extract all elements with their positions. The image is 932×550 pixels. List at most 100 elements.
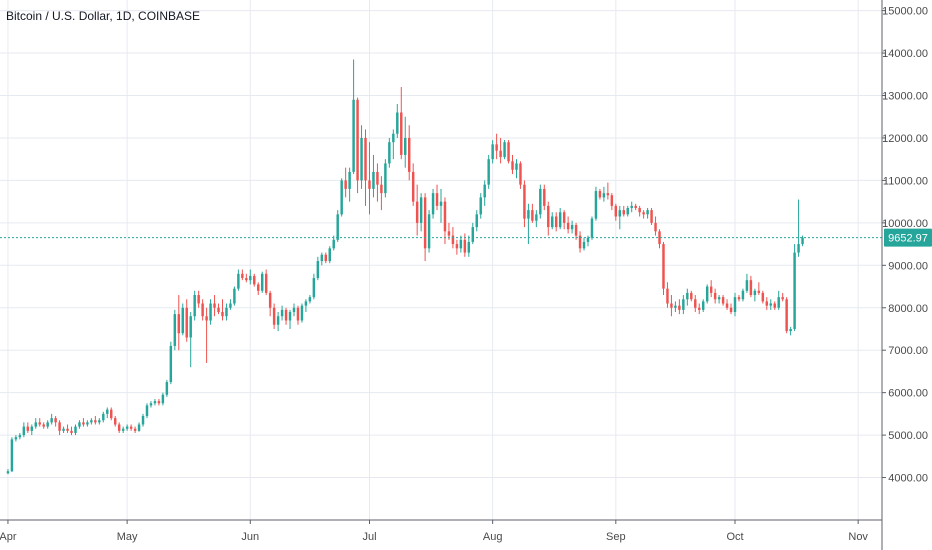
last-price-tag: 9652.97: [884, 228, 932, 247]
candle-body: [562, 212, 566, 223]
candle-body: [272, 307, 276, 325]
candle-body: [614, 205, 618, 217]
candle-up: [503, 140, 506, 160]
candle-body: [745, 280, 749, 291]
candle-body: [6, 471, 10, 474]
price-axis[interactable]: 4000.00 5000.00 6000.00 7000.00 8000.00 9000.…: [881, 0, 932, 550]
candle-body: [78, 422, 81, 427]
candle-body: [618, 210, 622, 217]
candle-up: [646, 208, 649, 219]
candle-up: [237, 269, 240, 291]
candle-up: [300, 303, 304, 323]
candle-body: [332, 239, 335, 249]
candle-body: [304, 301, 308, 306]
candle-body: [388, 142, 391, 164]
candle-up: [304, 299, 308, 312]
candle-up: [229, 299, 232, 310]
candle-down: [658, 229, 661, 249]
candle-body: [260, 273, 264, 291]
candle-down: [205, 307, 208, 363]
candle-body: [344, 180, 347, 189]
candle-body: [90, 420, 93, 423]
candle-body: [519, 163, 522, 185]
candle-up: [431, 188, 435, 219]
candle-body: [38, 422, 41, 425]
candle-body: [177, 314, 181, 334]
candle-down: [678, 299, 681, 315]
candle-up: [467, 235, 471, 257]
x-tick-label: May: [117, 531, 138, 543]
candle-up: [618, 205, 622, 230]
candle-body: [701, 301, 705, 310]
candle-down: [511, 154, 514, 175]
candle-body: [129, 426, 133, 429]
candle-down: [642, 210, 645, 219]
candle-down: [761, 290, 765, 304]
candle-body: [535, 214, 538, 221]
candle-up: [165, 379, 169, 397]
candle-body: [137, 424, 141, 431]
candle-body: [392, 133, 395, 143]
candle-up: [392, 129, 395, 160]
candle-body: [221, 312, 224, 317]
candle-up: [280, 305, 284, 321]
candle-body: [539, 188, 542, 215]
candle-body: [749, 280, 753, 296]
candle-body: [435, 193, 439, 206]
candle-down: [344, 167, 347, 198]
candle-up: [352, 59, 355, 175]
time-axis[interactable]: Apr May Jun Jul Aug Sep Oct Nov: [0, 519, 882, 543]
candle-body: [682, 299, 685, 310]
y-tick-label: 11000.00: [883, 175, 928, 187]
candle-body: [396, 112, 399, 134]
candle-down: [213, 295, 216, 317]
candle-down: [725, 299, 729, 310]
candle-down: [241, 269, 244, 281]
candle-up: [602, 186, 606, 202]
candle-up: [590, 216, 594, 240]
candle-down: [713, 288, 717, 304]
candle-up: [189, 312, 192, 368]
candle-body: [698, 307, 701, 310]
candle-down: [185, 299, 188, 342]
candle-up: [674, 301, 677, 312]
candle-up: [106, 407, 109, 419]
candle-body: [296, 307, 300, 321]
candle-up: [769, 299, 772, 310]
candle-down: [257, 282, 260, 296]
candle-up: [30, 424, 34, 436]
candle-up: [173, 309, 177, 351]
candle-body: [503, 142, 506, 158]
candle-up: [427, 210, 431, 253]
candle-body: [26, 426, 30, 431]
candle-body: [431, 193, 435, 215]
candle-body: [590, 218, 594, 238]
candle-body: [125, 426, 129, 429]
candle-down: [423, 193, 427, 262]
candle-down: [785, 297, 788, 334]
candle-up: [18, 432, 22, 440]
candle-down: [94, 416, 97, 425]
candle-body: [62, 428, 65, 431]
candle-down: [400, 87, 403, 160]
candle-body: [753, 290, 757, 296]
candle-down: [129, 424, 133, 431]
candle-body: [511, 161, 514, 170]
candle-up: [733, 292, 737, 317]
candle-up: [487, 154, 490, 189]
candle-down: [356, 97, 359, 194]
candle-up: [225, 303, 228, 321]
candle-body: [741, 290, 745, 300]
candle-body: [161, 394, 165, 404]
candle-body: [201, 303, 204, 317]
candle-up: [515, 159, 518, 179]
candle-up: [50, 413, 53, 425]
y-tick-label: 5000.00: [888, 430, 928, 442]
candle-down: [729, 303, 733, 315]
candle-body: [169, 345, 173, 383]
candle-body: [213, 303, 216, 308]
candle-body: [376, 171, 379, 185]
candle-body: [459, 239, 463, 249]
